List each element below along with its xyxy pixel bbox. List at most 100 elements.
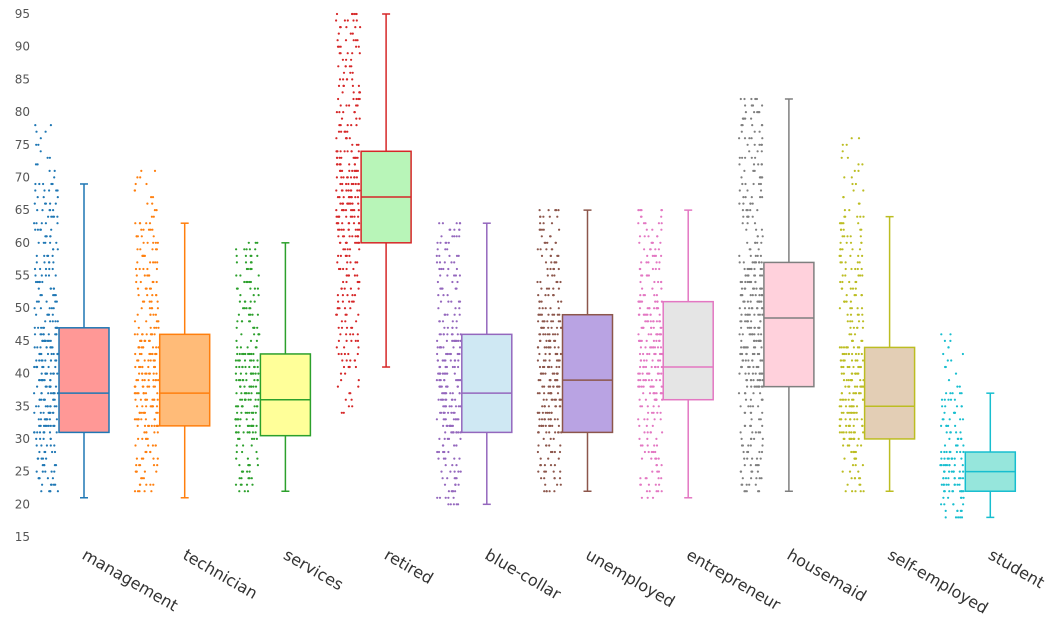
data-point xyxy=(452,418,455,421)
data-point xyxy=(554,398,558,401)
data-point xyxy=(449,470,452,473)
data-point xyxy=(339,169,342,172)
data-point xyxy=(155,372,158,375)
data-point xyxy=(861,313,864,316)
data-point xyxy=(743,137,747,140)
data-point xyxy=(849,307,852,310)
data-point xyxy=(33,411,36,414)
data-point xyxy=(148,372,151,375)
iqr-box[interactable] xyxy=(259,353,312,437)
iqr-box[interactable] xyxy=(561,313,614,434)
iqr-box[interactable] xyxy=(461,333,513,434)
data-point xyxy=(760,228,764,231)
data-point xyxy=(550,365,553,369)
data-point xyxy=(238,365,241,369)
data-point xyxy=(542,215,545,218)
data-point xyxy=(654,248,657,251)
data-point xyxy=(138,411,141,414)
data-point xyxy=(841,235,844,238)
data-point xyxy=(556,418,559,421)
data-point xyxy=(245,392,248,395)
data-point xyxy=(155,470,158,473)
data-point xyxy=(134,365,137,369)
data-point xyxy=(643,248,646,251)
data-point xyxy=(839,280,842,284)
data-point xyxy=(547,287,551,290)
data-point xyxy=(754,280,757,284)
data-point xyxy=(350,182,353,186)
data-point xyxy=(651,496,655,499)
data-point xyxy=(552,385,555,388)
data-point xyxy=(349,32,352,35)
data-point xyxy=(655,320,659,323)
jitter-points-layer xyxy=(33,12,965,519)
data-point xyxy=(742,450,745,454)
data-point xyxy=(948,464,951,467)
data-point xyxy=(559,280,562,284)
data-point xyxy=(962,496,965,499)
data-point xyxy=(342,267,345,271)
data-point xyxy=(137,418,140,421)
iqr-box[interactable] xyxy=(58,327,110,434)
data-point xyxy=(352,97,355,101)
data-point xyxy=(940,398,944,401)
data-point xyxy=(54,359,57,362)
data-point xyxy=(751,405,755,408)
data-point xyxy=(47,313,51,316)
data-point xyxy=(439,372,442,375)
iqr-box[interactable] xyxy=(158,333,211,427)
data-point xyxy=(458,346,462,349)
data-point xyxy=(940,424,943,427)
data-point xyxy=(756,300,759,303)
iqr-box[interactable] xyxy=(863,346,916,440)
data-point xyxy=(660,228,663,231)
data-point xyxy=(854,359,857,362)
data-point xyxy=(652,339,656,342)
data-point xyxy=(48,189,51,192)
data-point xyxy=(646,496,649,499)
data-point xyxy=(753,352,756,356)
data-point xyxy=(133,490,137,493)
data-point xyxy=(51,320,54,323)
data-point xyxy=(538,352,541,356)
data-point xyxy=(739,97,742,101)
data-point xyxy=(138,352,141,356)
data-point xyxy=(854,450,858,454)
data-point xyxy=(751,307,754,310)
data-point xyxy=(442,333,445,336)
data-point xyxy=(342,228,345,231)
data-point xyxy=(235,418,239,421)
data-point xyxy=(940,333,943,336)
data-point xyxy=(856,385,859,388)
data-point xyxy=(54,320,57,323)
data-point xyxy=(652,326,655,329)
box-services xyxy=(259,242,312,492)
data-point xyxy=(336,261,339,264)
data-point xyxy=(133,418,136,421)
data-point xyxy=(441,477,444,480)
data-point xyxy=(350,209,353,212)
data-point xyxy=(445,392,448,395)
y-tick-label: 90 xyxy=(15,40,30,54)
data-point xyxy=(248,385,251,388)
data-point xyxy=(660,209,664,212)
data-point xyxy=(741,156,744,159)
iqr-box[interactable] xyxy=(662,300,714,401)
data-point xyxy=(245,372,248,375)
data-point xyxy=(351,169,354,172)
data-point xyxy=(36,228,40,231)
data-point xyxy=(40,372,43,375)
data-point xyxy=(53,450,57,454)
data-point xyxy=(156,411,159,414)
data-point xyxy=(453,470,456,473)
iqr-box[interactable] xyxy=(763,261,815,388)
data-point xyxy=(845,352,848,356)
data-point xyxy=(740,124,743,127)
data-point xyxy=(145,333,148,336)
data-point xyxy=(151,294,154,297)
data-point xyxy=(548,424,551,427)
data-point xyxy=(949,339,952,342)
data-point xyxy=(143,300,146,303)
data-point xyxy=(248,280,251,284)
data-point xyxy=(135,464,138,467)
